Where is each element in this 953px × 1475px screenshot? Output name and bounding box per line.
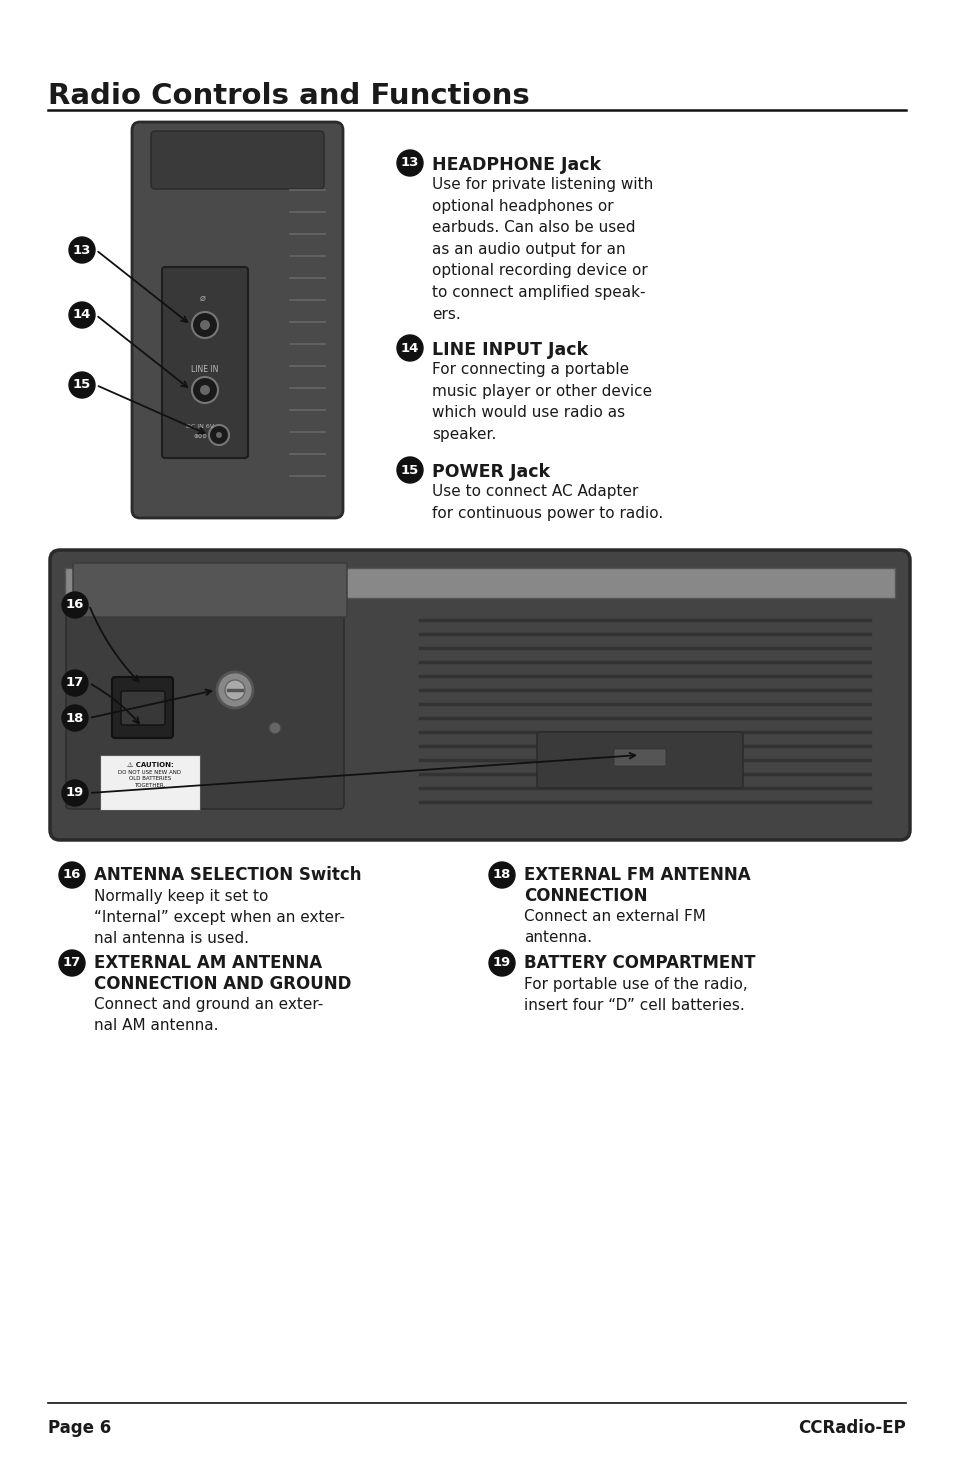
Text: 13: 13 bbox=[400, 156, 418, 170]
Circle shape bbox=[192, 313, 218, 338]
Text: HEADPHONE Jack: HEADPHONE Jack bbox=[432, 156, 600, 174]
Text: BATTERY COMPARTMENT: BATTERY COMPARTMENT bbox=[523, 954, 755, 972]
FancyBboxPatch shape bbox=[66, 600, 344, 808]
Text: 15: 15 bbox=[400, 463, 418, 476]
Text: 15: 15 bbox=[72, 379, 91, 391]
Circle shape bbox=[200, 385, 210, 395]
Text: 14: 14 bbox=[400, 342, 418, 354]
Text: 16: 16 bbox=[66, 599, 84, 612]
Circle shape bbox=[215, 432, 222, 438]
Circle shape bbox=[69, 237, 95, 263]
Circle shape bbox=[489, 861, 515, 888]
Circle shape bbox=[200, 320, 210, 330]
Text: Radio Controls and Functions: Radio Controls and Functions bbox=[48, 83, 529, 111]
Text: DC IN 6V: DC IN 6V bbox=[186, 425, 213, 429]
Bar bbox=[65, 568, 894, 597]
Text: EXTERNAL AM ANTENNA
CONNECTION AND GROUND: EXTERNAL AM ANTENNA CONNECTION AND GROUN… bbox=[94, 954, 351, 993]
Text: Connect an external FM
antenna.: Connect an external FM antenna. bbox=[523, 909, 705, 945]
Circle shape bbox=[62, 670, 88, 696]
FancyBboxPatch shape bbox=[614, 749, 665, 766]
Circle shape bbox=[396, 335, 422, 361]
Circle shape bbox=[216, 673, 253, 708]
FancyBboxPatch shape bbox=[73, 563, 347, 617]
Circle shape bbox=[62, 705, 88, 732]
Text: 13: 13 bbox=[72, 243, 91, 257]
Circle shape bbox=[192, 378, 218, 403]
Text: 16: 16 bbox=[63, 869, 81, 882]
FancyBboxPatch shape bbox=[537, 732, 742, 788]
Text: ANTENNA SELECTION Switch: ANTENNA SELECTION Switch bbox=[94, 866, 361, 884]
FancyBboxPatch shape bbox=[132, 122, 343, 518]
Text: 17: 17 bbox=[63, 956, 81, 969]
FancyBboxPatch shape bbox=[162, 267, 248, 459]
Circle shape bbox=[209, 425, 229, 445]
Circle shape bbox=[396, 457, 422, 482]
Circle shape bbox=[69, 302, 95, 327]
Text: ⊕⊖⊖: ⊕⊖⊖ bbox=[193, 435, 207, 440]
Circle shape bbox=[59, 861, 85, 888]
Text: For portable use of the radio,
insert four “D” cell batteries.: For portable use of the radio, insert fo… bbox=[523, 976, 747, 1013]
FancyBboxPatch shape bbox=[121, 690, 165, 726]
FancyBboxPatch shape bbox=[112, 677, 172, 738]
Text: Use to connect AC Adapter
for continuous power to radio.: Use to connect AC Adapter for continuous… bbox=[432, 484, 662, 521]
Circle shape bbox=[489, 950, 515, 976]
FancyBboxPatch shape bbox=[151, 131, 324, 189]
Text: 18: 18 bbox=[493, 869, 511, 882]
Circle shape bbox=[62, 591, 88, 618]
Text: 14: 14 bbox=[72, 308, 91, 322]
FancyBboxPatch shape bbox=[50, 550, 909, 839]
Text: LINE INPUT Jack: LINE INPUT Jack bbox=[432, 341, 587, 358]
Text: ⌀: ⌀ bbox=[200, 294, 206, 302]
Text: Normally keep it set to
“Internal” except when an exter-
nal antenna is used.: Normally keep it set to “Internal” excep… bbox=[94, 889, 345, 945]
Text: POWER Jack: POWER Jack bbox=[432, 463, 550, 481]
Text: Page 6: Page 6 bbox=[48, 1419, 112, 1437]
Circle shape bbox=[59, 950, 85, 976]
Circle shape bbox=[225, 680, 245, 701]
Circle shape bbox=[396, 150, 422, 176]
Text: 17: 17 bbox=[66, 677, 84, 689]
Text: 19: 19 bbox=[493, 956, 511, 969]
Text: EXTERNAL FM ANTENNA
CONNECTION: EXTERNAL FM ANTENNA CONNECTION bbox=[523, 866, 750, 904]
Text: DO NOT USE NEW AND
OLD BATTERIES
TOGETHER.: DO NOT USE NEW AND OLD BATTERIES TOGETHE… bbox=[118, 770, 181, 788]
Bar bbox=[100, 755, 200, 810]
Text: For connecting a portable
music player or other device
which would use radio as
: For connecting a portable music player o… bbox=[432, 361, 652, 442]
Text: 18: 18 bbox=[66, 711, 84, 724]
Circle shape bbox=[269, 721, 281, 735]
Text: ⚠ CAUTION:: ⚠ CAUTION: bbox=[127, 763, 173, 768]
Text: LINE IN: LINE IN bbox=[192, 366, 218, 375]
Circle shape bbox=[62, 780, 88, 805]
Text: 19: 19 bbox=[66, 786, 84, 799]
Text: Connect and ground an exter-
nal AM antenna.: Connect and ground an exter- nal AM ante… bbox=[94, 997, 323, 1032]
Text: Use for private listening with
optional headphones or
earbuds. Can also be used
: Use for private listening with optional … bbox=[432, 177, 653, 322]
Circle shape bbox=[69, 372, 95, 398]
Text: CCRadio-EP: CCRadio-EP bbox=[798, 1419, 905, 1437]
